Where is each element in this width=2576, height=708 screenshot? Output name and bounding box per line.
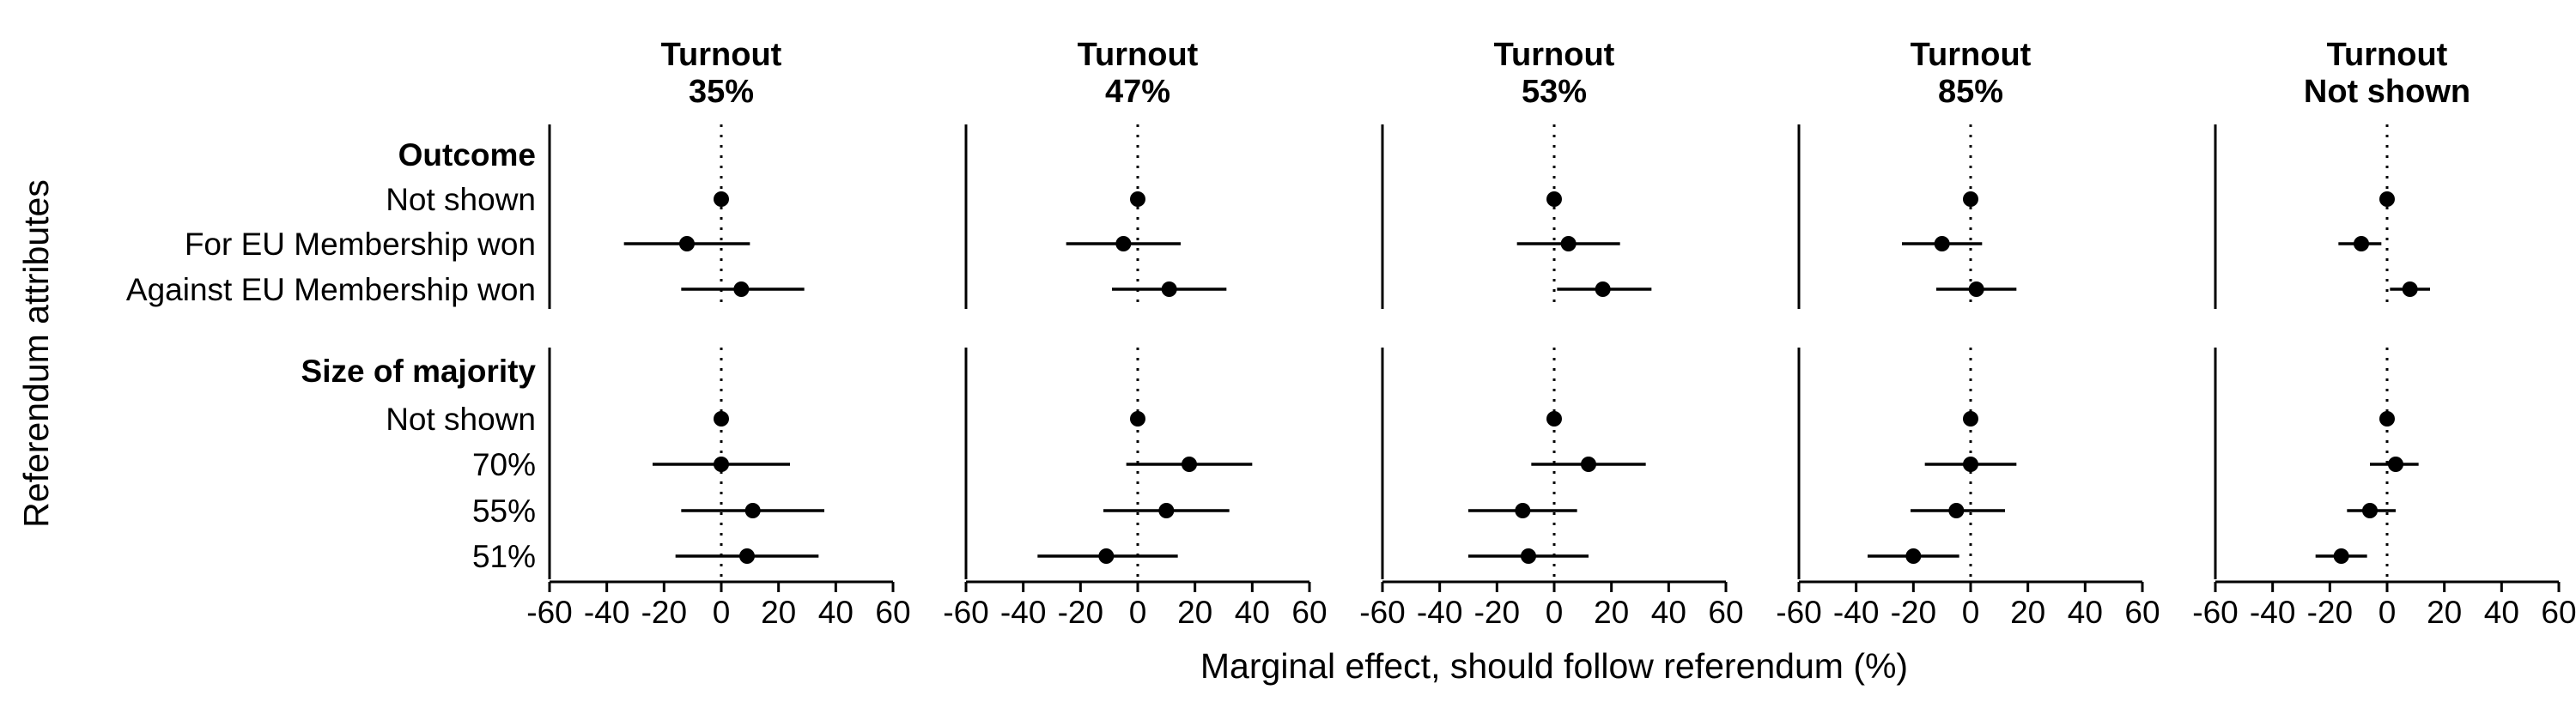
x-tick-label: -20: [1474, 595, 1520, 630]
estimate-point: [2379, 411, 2395, 427]
estimate-point: [714, 457, 729, 472]
x-tick-label: 60: [1708, 595, 1743, 630]
panel-title-line-2: 85%: [1938, 74, 2003, 110]
estimate-point: [1963, 411, 1978, 427]
y-axis-title: Referendum attributes: [16, 179, 56, 528]
estimate-point: [1182, 457, 1197, 472]
x-tick-label: 0: [1129, 595, 1147, 630]
x-tick-label: 0: [2379, 595, 2397, 630]
x-tick-label: -40: [1417, 595, 1462, 630]
estimate-point: [1098, 548, 1115, 564]
estimate-point: [1158, 503, 1175, 518]
estimate-point: [1515, 503, 1531, 518]
level-label: 51%: [472, 539, 536, 574]
x-tick-label: 60: [1291, 595, 1327, 630]
panel-title-line-2: Not shown: [2304, 74, 2470, 110]
x-tick-label: 40: [2484, 595, 2519, 630]
estimate-point: [1130, 191, 1145, 207]
x-tick-label: 20: [1594, 595, 1629, 630]
estimate-point: [1546, 411, 1562, 427]
estimate-point: [679, 236, 695, 251]
estimate-point: [1115, 236, 1132, 251]
panel-title-line-1: Turnout: [661, 37, 782, 73]
panel-title-line-1: Turnout: [1494, 37, 1615, 73]
panel-title-line-2: 35%: [689, 74, 754, 110]
estimate-point: [2362, 503, 2378, 518]
group-label: Outcome: [398, 137, 536, 172]
x-tick-label: -20: [1058, 595, 1103, 630]
group-label: Size of majority: [301, 354, 537, 389]
level-label: For EU Membership won: [185, 227, 536, 262]
estimate-point: [2354, 236, 2369, 251]
x-tick-label: 40: [1235, 595, 1270, 630]
x-tick-label: -60: [1776, 595, 1821, 630]
estimate-point: [1521, 548, 1536, 564]
level-label: Against EU Membership won: [126, 272, 536, 307]
estimate-point: [1560, 236, 1577, 251]
x-tick-label: -20: [2307, 595, 2353, 630]
x-tick-label: -60: [2192, 595, 2238, 630]
estimate-point: [1934, 236, 1950, 251]
estimate-point: [1595, 281, 1611, 297]
estimate-point: [1963, 457, 1978, 472]
panel-title-line-1: Turnout: [1911, 37, 2032, 73]
estimate-point: [744, 503, 761, 518]
estimate-point: [2402, 281, 2418, 297]
x-tick-label: 60: [2124, 595, 2160, 630]
x-tick-label: 40: [818, 595, 854, 630]
level-label: Not shown: [386, 402, 536, 437]
estimate-point: [2379, 191, 2395, 207]
x-tick-label: -40: [2250, 595, 2295, 630]
x-tick-label: 40: [2068, 595, 2103, 630]
x-tick-label: -60: [1359, 595, 1405, 630]
x-tick-label: 20: [1177, 595, 1212, 630]
estimate-point: [1968, 281, 1984, 297]
x-tick-label: 40: [1651, 595, 1686, 630]
x-tick-label: 60: [875, 595, 910, 630]
x-tick-label: -20: [1891, 595, 1936, 630]
x-tick-label: 0: [1962, 595, 1980, 630]
estimate-point: [1948, 503, 1965, 518]
estimate-point: [1581, 457, 1596, 472]
x-tick-label: 20: [2427, 595, 2462, 630]
x-tick-label: -40: [1833, 595, 1879, 630]
estimate-point: [1963, 191, 1978, 207]
level-label: 55%: [472, 493, 536, 529]
level-label: Not shown: [386, 182, 536, 217]
x-axis-title: Marginal effect, should follow referendu…: [1200, 646, 1908, 686]
estimate-point: [1161, 281, 1177, 297]
estimate-point: [2388, 457, 2403, 472]
x-tick-label: -40: [584, 595, 629, 630]
estimate-point: [1546, 191, 1562, 207]
estimate-point: [739, 548, 755, 564]
panel-title-line-1: Turnout: [2327, 37, 2448, 73]
x-tick-label: 60: [2541, 595, 2576, 630]
x-tick-label: 0: [713, 595, 731, 630]
panel-title-line-2: 47%: [1105, 74, 1170, 110]
x-tick-label: -20: [641, 595, 687, 630]
panel-title-line-2: 53%: [1522, 74, 1587, 110]
estimate-point: [714, 411, 729, 427]
panel-title-line-1: Turnout: [1078, 37, 1199, 73]
level-label: 70%: [472, 447, 536, 482]
x-tick-label: 20: [2010, 595, 2045, 630]
estimate-point: [1905, 548, 1922, 564]
x-tick-label: 20: [761, 595, 796, 630]
x-tick-label: -60: [943, 595, 988, 630]
estimate-point: [733, 281, 750, 297]
estimate-point: [1130, 411, 1145, 427]
x-tick-label: -40: [1000, 595, 1046, 630]
estimate-point: [2333, 548, 2349, 564]
estimate-point: [714, 191, 729, 207]
x-tick-label: 0: [1546, 595, 1564, 630]
x-tick-label: -60: [526, 595, 572, 630]
